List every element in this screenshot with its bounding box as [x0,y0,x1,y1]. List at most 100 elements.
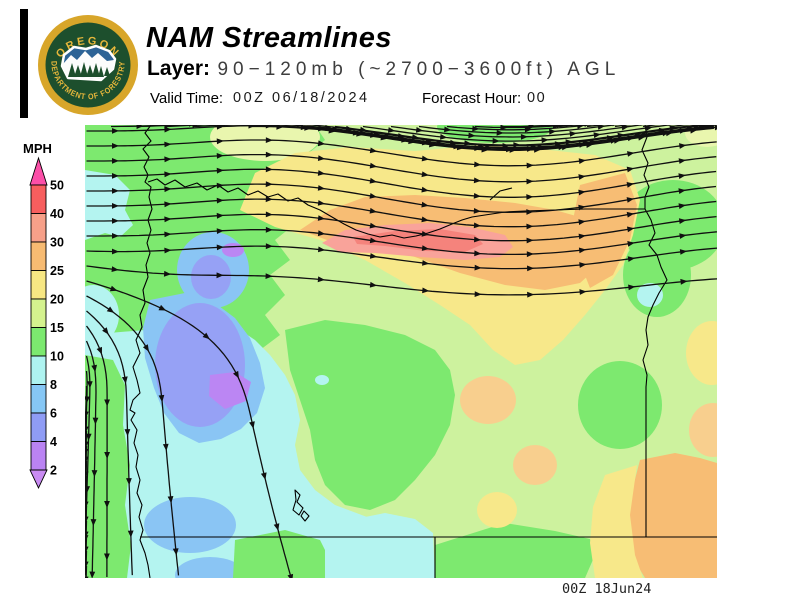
odf-logo: OREGON DEPARTMENT OF FORESTRY [38,15,138,115]
streamline [86,198,717,228]
wind-speed-region [460,376,516,424]
legend-bin [30,441,47,471]
streamline-arrowheads [85,576,89,578]
legend-tick-label: 15 [50,321,64,335]
map-timestamp: 00Z 18Jun24 [562,581,652,597]
wind-speed-region [144,497,236,553]
wind-speed-region [477,492,517,528]
wind-speed-region [315,375,329,385]
legend-tick-label: 8 [50,378,57,392]
wind-speed-region [85,355,131,578]
streamline [670,125,690,128]
streamline [86,153,717,183]
geography-layer [129,125,717,578]
streamline [138,125,189,128]
wind-speed-region [573,173,637,288]
left-edge-bar [20,9,28,118]
streamline-arrowheads [612,125,615,127]
legend-tick-label: 6 [50,407,57,421]
wind-speed-region [233,530,330,578]
wind-speed-region [325,513,435,578]
streamline [85,475,88,540]
streamline-arrowheads [415,125,629,140]
logo-oregon-emblem [60,44,117,82]
streamline [334,125,707,146]
conifer-trees [68,62,110,77]
wind-speed-region [175,557,245,578]
legend-tick-label: 40 [50,207,64,221]
legend-bin [30,270,47,300]
page-title: NAM Streamlines [146,22,393,54]
streamline [698,125,717,128]
streamline [558,125,582,128]
legend-tick-label: 30 [50,236,64,250]
wind-speed-legend: 50 40 30 25 20 15 10 8 6 4 2 [29,156,64,490]
streamline-arrowheads [387,125,653,144]
streamline-arrowheads [102,327,134,538]
streamline [418,125,619,134]
layer-line: Layer: 90−120mb (~2700−3600ft) AGL [147,57,620,81]
streamline [362,125,674,142]
forecast-hour-value: 00 [527,90,547,106]
legend-arrow-below [29,469,48,490]
wind-speed-region [689,403,717,457]
legend-arrow-above [29,156,48,186]
wind-speed-region [627,453,717,578]
layer-label: Layer: [147,57,211,80]
streamline-arrowheads [89,364,99,578]
streamline [86,213,717,242]
legend-tick-label: 25 [50,264,64,278]
streamline-arrowheads [472,125,585,133]
streamlines-layer [85,125,717,578]
legend-units-label: MPH [23,141,52,156]
legend-tick-label: 10 [50,350,64,364]
streamline-arrowheads [584,125,589,127]
legend-bin [30,327,47,357]
legend-bin [30,298,47,328]
streamline-arrowheads [164,125,219,129]
legend-tick-label: 50 [50,179,64,193]
streamline [86,183,717,213]
valid-time-label: Valid Time: [150,90,224,107]
streamline [86,245,717,270]
streamline [86,168,717,198]
wind-speed-region [686,321,717,385]
streamline [85,340,97,575]
legend-tick-label: 20 [50,293,64,307]
legend-bin [30,241,47,271]
wind-speed-region [285,320,455,510]
wind-speed-region [513,445,557,485]
legend-bin [30,412,47,442]
legend-bin [30,184,47,214]
legend-tick-label: 2 [50,464,57,478]
layer-value: 90−120mb (~2700−3600ft) AGL [217,59,621,80]
streamline [586,125,605,128]
streamline [614,125,632,128]
legend-bin [30,384,47,414]
wind-speed-region [210,125,320,161]
legend-tick-label: 4 [50,435,57,449]
wind-speed-region [85,170,133,240]
streamline-arrowheads [528,125,583,130]
valid-time-value: 00Z 06/18/2024 [233,90,370,106]
streamline [642,125,660,128]
streamline [86,229,717,256]
klamath-lakes [292,489,310,522]
wind-speed-region [353,229,483,252]
legend-bin [30,213,47,243]
wind-speed-region [637,283,663,307]
wind-speed-region [222,243,244,257]
streamline [86,295,180,576]
streamline [530,125,566,128]
streamline-arrowheads [640,125,643,126]
wind-speed-region [590,465,643,578]
streamline-arrowheads [696,125,700,127]
wind-speed-region [191,255,231,299]
legend-bin [30,355,47,385]
streamline [86,280,292,578]
streamline-arrowheads [96,346,110,561]
columbia-river [147,178,645,239]
forecast-hour-label: Forecast Hour: [422,90,522,107]
streamline-arrowheads [85,396,90,505]
